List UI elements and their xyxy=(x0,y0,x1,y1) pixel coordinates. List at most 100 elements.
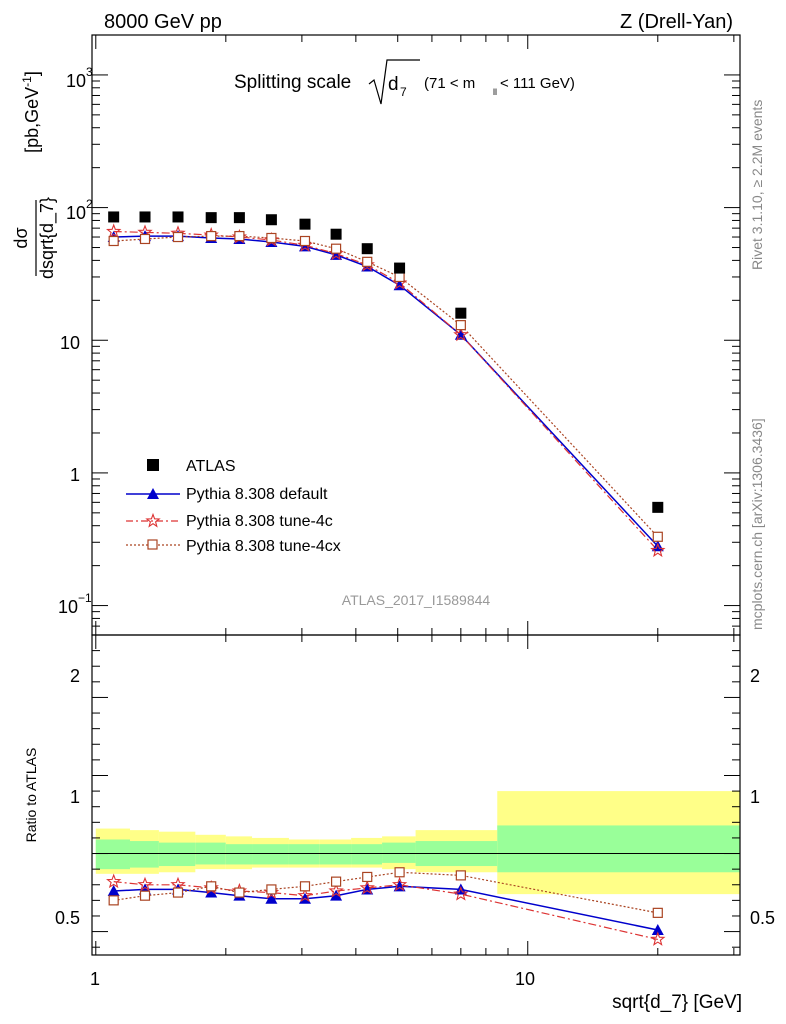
marker-ratio-default-5 xyxy=(265,892,278,904)
rivet-label: Rivet 3.1.10, ≥ 2.2M events xyxy=(749,100,765,270)
band-inner-bin-9 xyxy=(382,842,416,863)
x-tick-labels: 1 10 xyxy=(90,969,535,989)
band-inner-bin-5 xyxy=(252,844,289,865)
marker-atlas-6 xyxy=(299,218,311,230)
marker-ratio-tune4cx-5 xyxy=(266,884,277,895)
band-inner-bin-7 xyxy=(319,844,352,865)
header-right: Z (Drell-Yan) xyxy=(620,11,733,33)
marker-top-tune4c-10 xyxy=(453,326,469,342)
ytick-1: 1 xyxy=(70,465,80,485)
legend-tune4cx-label: Pythia 8.308 tune-4cx xyxy=(186,538,341,555)
ytick-1e2-base: 10 xyxy=(66,203,86,223)
title-range-pre: (71 < m xyxy=(424,75,475,92)
sqrt-symbol xyxy=(368,59,420,105)
marker-ratio-tune4cx-9 xyxy=(394,867,405,878)
marker-ratio-tune4cx-11 xyxy=(652,907,663,918)
marker-ratio-tune4c-10 xyxy=(453,886,469,901)
marker-top-tune4cx-4 xyxy=(234,230,245,242)
marker-top-tune4cx-9 xyxy=(394,271,405,283)
ytick-10: 10 xyxy=(60,333,80,353)
title-var: d xyxy=(388,74,399,95)
title-range-post: < 111 GeV) xyxy=(500,75,575,92)
analysis-id: ATLAS_2017_I1589844 xyxy=(342,592,491,608)
xtick-1: 1 xyxy=(90,969,100,989)
legend-default-symbol xyxy=(126,488,180,499)
ylabel-numerator: dσ xyxy=(11,227,31,248)
top-y-tick-labels: 10 3 10 2 10 1 10 −1 xyxy=(58,65,93,617)
ytick-1em1-exp: −1 xyxy=(78,591,92,605)
legend-default-label: Pythia 8.308 default xyxy=(186,486,328,503)
marker-ratio-default-3 xyxy=(205,886,218,898)
ytick-ratio-2: 2 xyxy=(70,666,80,686)
marker-ratio-tune4c-6 xyxy=(297,887,313,903)
marker-top-tune4cx-6 xyxy=(299,235,311,247)
ylabel-denominator: dsqrt{d_7} xyxy=(37,197,58,279)
marker-top-tune4cx-5 xyxy=(266,232,277,244)
marker-ratio-tune4cx-3 xyxy=(206,881,217,892)
marker-ratio-tune4c-7 xyxy=(328,882,344,898)
legend-tune4c-label: Pythia 8.308 tune-4c xyxy=(186,513,333,530)
ytick-1e2-exp: 2 xyxy=(86,197,93,211)
marker-ratio-tune4cx-0 xyxy=(108,895,119,906)
line-ratio-tune4cx xyxy=(113,871,658,914)
marker-top-tune4cx-8 xyxy=(362,256,373,267)
uncertainty-bands xyxy=(95,791,740,895)
marker-atlas-10 xyxy=(455,307,467,319)
ytick-ratio-0.5: 0.5 xyxy=(55,908,80,928)
ytick-1em1-base: 10 xyxy=(58,597,78,617)
axis-ticks xyxy=(92,34,740,955)
marker-ratio-tune4c-11 xyxy=(650,931,666,946)
ytick-ratio-0.5-right: 0.5 xyxy=(750,908,775,928)
marker-top-tune4cx-11 xyxy=(652,531,663,542)
marker-ratio-default-7 xyxy=(330,889,343,901)
legend-tune4cx-symbol xyxy=(126,539,180,550)
marker-ratio-tune4cx-6 xyxy=(299,881,311,892)
ytick-1e3-exp: 3 xyxy=(86,65,93,79)
marker-ratio-tune4c-1 xyxy=(137,876,153,892)
xtick-10: 10 xyxy=(515,969,535,989)
marker-ratio-tune4cx-4 xyxy=(234,887,245,898)
mcplots-label: mcplots.cern.ch [arXiv:1306.3436] xyxy=(749,418,765,630)
band-inner-bin-2 xyxy=(158,842,196,867)
marker-top-tune4cx-10 xyxy=(455,320,466,331)
marker-top-tune4c-11 xyxy=(650,542,666,558)
band-inner-bin-4 xyxy=(225,844,253,865)
marker-atlas-3 xyxy=(205,212,217,224)
marker-top-tune4cx-2 xyxy=(172,231,184,243)
band-inner-bin-6 xyxy=(288,844,320,865)
marker-ratio-tune4cx-2 xyxy=(172,887,184,898)
title-main: Splitting scale xyxy=(234,72,351,93)
series-lines xyxy=(113,230,659,940)
legend-atlas-marker xyxy=(147,459,159,471)
band-inner-bin-1 xyxy=(129,841,159,868)
band-inner-bin-11 xyxy=(497,825,740,873)
marker-ratio-tune4cx-1 xyxy=(139,890,151,901)
marker-top-tune4cx-3 xyxy=(206,230,217,242)
line-ratio-default xyxy=(113,885,658,931)
ratio-plot-frame xyxy=(91,634,741,956)
marker-atlas-5 xyxy=(265,214,277,226)
marker-ratio-default-0 xyxy=(107,885,120,896)
marker-ratio-tune4c-0 xyxy=(106,873,122,889)
legend-atlas-label: ATLAS xyxy=(186,458,236,475)
marker-ratio-tune4c-9 xyxy=(391,876,408,892)
y-axis-label-bottom: Ratio to ATLAS xyxy=(23,748,39,843)
plot-title: Splitting scale d 7 (71 < m ll < 111 GeV… xyxy=(234,59,575,105)
marker-atlas-11 xyxy=(652,501,664,513)
title-var-sub: 7 xyxy=(400,85,407,99)
line-top-default xyxy=(113,235,659,547)
marker-top-tune4cx-7 xyxy=(330,243,342,254)
x-axis-label: sqrt{d_7} [GeV] xyxy=(612,992,742,1013)
marker-ratio-default-11 xyxy=(651,924,664,936)
marker-atlas-1 xyxy=(139,211,151,223)
legend-tune4c-symbol xyxy=(126,512,180,528)
y-axis-label-top: dσ dsqrt{d_7} [pb,GeV-1] xyxy=(11,71,58,279)
title-range-sub: ll xyxy=(493,87,497,97)
marker-top-tune4cx-0 xyxy=(108,235,119,247)
marker-atlas-2 xyxy=(172,211,184,223)
band-inner-bin-8 xyxy=(351,844,383,865)
marker-ratio-tune4c-8 xyxy=(359,879,375,895)
line-top-tune4c xyxy=(113,230,659,551)
marker-atlas-4 xyxy=(233,212,245,224)
